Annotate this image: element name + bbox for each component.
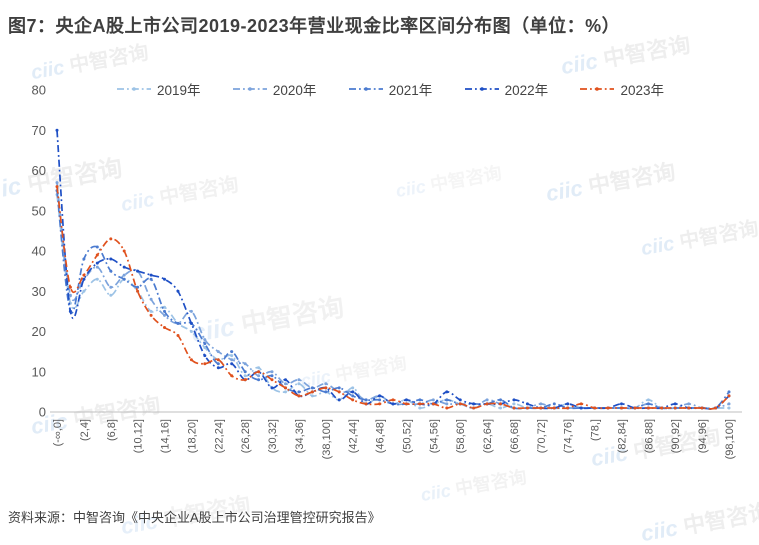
legend-item-2022年: 2022年 — [464, 79, 549, 99]
y-axis-tick-label: 0 — [39, 405, 46, 420]
y-axis-tick-label: 30 — [32, 284, 46, 299]
x-axis-tick-label: (82,84] — [616, 419, 628, 453]
legend-item-2020年: 2020年 — [232, 79, 317, 99]
series-markers-2019年 — [55, 193, 731, 410]
series-line-2023年 — [56, 186, 730, 410]
x-axis-tick-label: (2,4] — [79, 419, 91, 441]
series-markers-2022年 — [55, 128, 731, 410]
watermark-logo: ciic — [639, 514, 686, 545]
x-axis-tick-label: (78,] — [590, 419, 602, 441]
y-axis-tick-label: 60 — [32, 163, 46, 178]
legend-line-swatch — [580, 87, 615, 91]
x-axis-tick-label: (70,72] — [536, 419, 548, 453]
x-axis-tick-label: (22,24] — [213, 419, 225, 453]
chart-title: 图7：央企A股上市公司2019-2023年营业现金比率区间分布图（单位：%） — [8, 16, 621, 36]
watermark-text: 中智咨询 — [681, 498, 759, 539]
x-axis-tick-label: (74,76] — [563, 419, 575, 453]
y-axis-tick-label: 10 — [32, 364, 46, 379]
legend-line-swatch — [232, 87, 267, 91]
y-axis-tick-label: 50 — [32, 203, 46, 218]
legend-line-swatch — [117, 87, 151, 91]
series-line-2022年 — [56, 130, 730, 410]
line-chart: 0 10 20 30 40 50 60 70 80 (-∞,0] (2,4] (6,8] (10,12]… — [0, 60, 759, 500]
x-axis-tick-label: (54,56] — [428, 419, 440, 453]
x-axis-tick-label: (50,52] — [401, 419, 413, 453]
source-note: 资料来源：中智咨询《中央企业A股上市公司治理管控研究报告》 — [8, 510, 381, 525]
x-axis-tick-label: (18,20] — [186, 419, 198, 453]
legend-label: 2020年 — [272, 83, 317, 98]
series-line-2020年 — [56, 182, 730, 410]
chart-legend: 2019年 2020年 2021年 2022年 2023年 — [116, 79, 664, 99]
y-axis-tick-label: 20 — [32, 324, 46, 339]
y-axis-tick-label: 40 — [32, 244, 46, 259]
x-axis-tick-label: (90,92] — [670, 419, 682, 453]
watermark: ciic 中智咨询 — [638, 494, 759, 545]
x-axis-tick-label: (34,36] — [294, 419, 306, 453]
x-axis-tick-label: (58,60] — [455, 419, 467, 453]
legend-line-swatch — [348, 87, 383, 91]
legend-line-swatch — [464, 87, 499, 91]
legend-item-2019年: 2019年 — [116, 79, 201, 99]
legend-label: 2019年 — [157, 83, 201, 98]
x-axis-tick-label: (46,48] — [375, 419, 387, 453]
x-axis-tick-label: (30,32] — [267, 419, 279, 453]
x-axis-tick-label: (42,44] — [348, 419, 360, 453]
y-axis-tick-label: 70 — [32, 123, 46, 138]
x-axis-tick-label: (62,64] — [482, 419, 494, 453]
x-axis-tick-label: (94,96] — [697, 419, 709, 453]
x-axis-tick-label: (66,68] — [509, 419, 521, 453]
x-axis-tick-label: (86,88] — [643, 419, 655, 453]
legend-item-2023年: 2023年 — [579, 79, 664, 99]
x-axis-tick-label: (14,16] — [160, 419, 172, 453]
legend-label: 2023年 — [620, 83, 664, 98]
y-axis-tick-label: 80 — [32, 83, 46, 98]
series-line-2021年 — [56, 190, 730, 411]
x-axis-tick-label: (-∞,0] — [52, 419, 64, 446]
series-line-2019年 — [56, 194, 729, 410]
legend-item-2021年: 2021年 — [348, 79, 433, 99]
series-markers-2020年 — [55, 181, 731, 410]
series-markers-2021年 — [55, 189, 731, 410]
chart-canvas: 0 10 20 30 40 50 60 70 80 (-∞,0] (2,4] (6,8] (10,12]… — [32, 83, 742, 459]
x-axis-tick-label: (26,28] — [240, 419, 252, 453]
series-markers-2023年 — [55, 185, 731, 410]
x-axis-tick-label: (10,12] — [133, 419, 145, 453]
x-axis-tick-label: (6,8] — [106, 419, 118, 441]
x-axis-tick-label: (38,100] — [321, 419, 333, 459]
legend-label: 2021年 — [388, 83, 433, 98]
legend-label: 2022年 — [504, 83, 549, 98]
x-axis-tick-label: (98,100] — [724, 419, 736, 459]
